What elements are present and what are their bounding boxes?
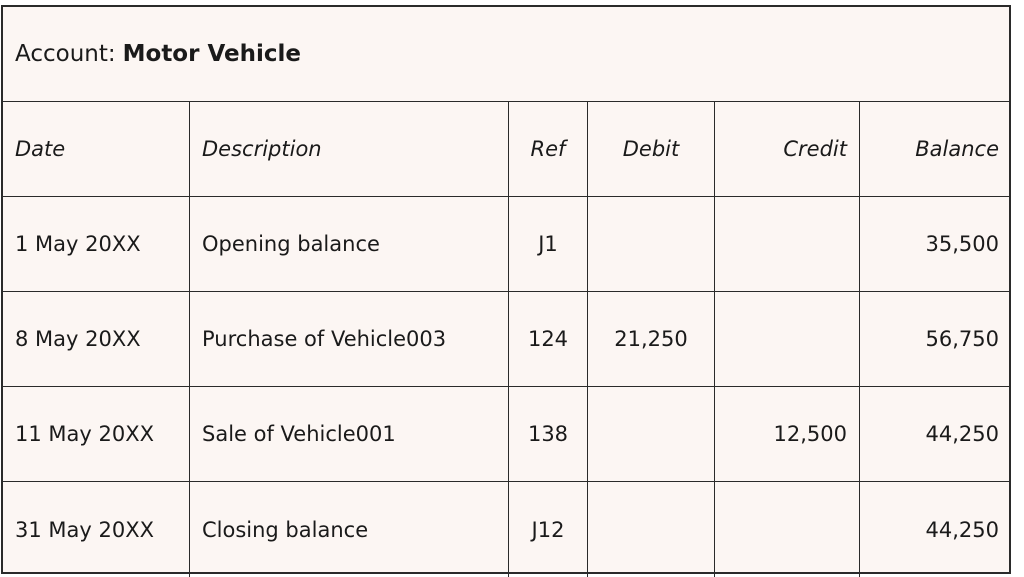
cell-ref: J12 — [509, 482, 588, 577]
cell-balance: 44,250 — [925, 517, 999, 542]
column-header-balance: Balance — [860, 102, 1011, 197]
cell-description: Purchase of Vehicle003 — [190, 292, 509, 387]
account-title: Account: Motor Vehicle — [3, 7, 1009, 102]
cell-debit — [588, 387, 715, 482]
cell-credit — [715, 292, 860, 387]
cell-credit — [715, 482, 860, 577]
cell-date: 31 May 20XX — [3, 482, 190, 577]
cell-description: Closing balance — [190, 482, 509, 577]
column-header-date: Date — [3, 102, 190, 197]
cell-ref: J1 — [509, 197, 588, 292]
cell-credit — [715, 197, 860, 292]
cell-balance: 56,750 — [860, 292, 1011, 387]
cell-description: Opening balance — [190, 197, 509, 292]
cell-ref: 138 — [509, 387, 588, 482]
cell-balance: 44,250 — [860, 387, 1011, 482]
column-header-debit: Debit — [588, 102, 715, 197]
column-header-ref: Ref — [509, 102, 588, 197]
column-header-credit: Credit — [715, 102, 860, 197]
cell-debit: 21,250 — [588, 292, 715, 387]
cell-ref: 124 — [509, 292, 588, 387]
column-header-description: Description — [190, 102, 509, 197]
cell-date: 1 May 20XX — [3, 197, 190, 292]
ledger-table: Account: Motor Vehicle Date Description Re… — [1, 5, 1011, 577]
account-label: Account: — [15, 41, 116, 67]
cell-credit: 12,500 — [715, 387, 860, 482]
cell-description: Sale of Vehicle001 — [190, 387, 509, 482]
cell-debit — [588, 482, 715, 577]
cell-date: 8 May 20XX — [3, 292, 190, 387]
account-name: Motor Vehicle — [122, 41, 301, 67]
cell-balance: 35,500 — [860, 197, 1011, 292]
cell-debit — [588, 197, 715, 292]
cell-date: 11 May 20XX — [3, 387, 190, 482]
